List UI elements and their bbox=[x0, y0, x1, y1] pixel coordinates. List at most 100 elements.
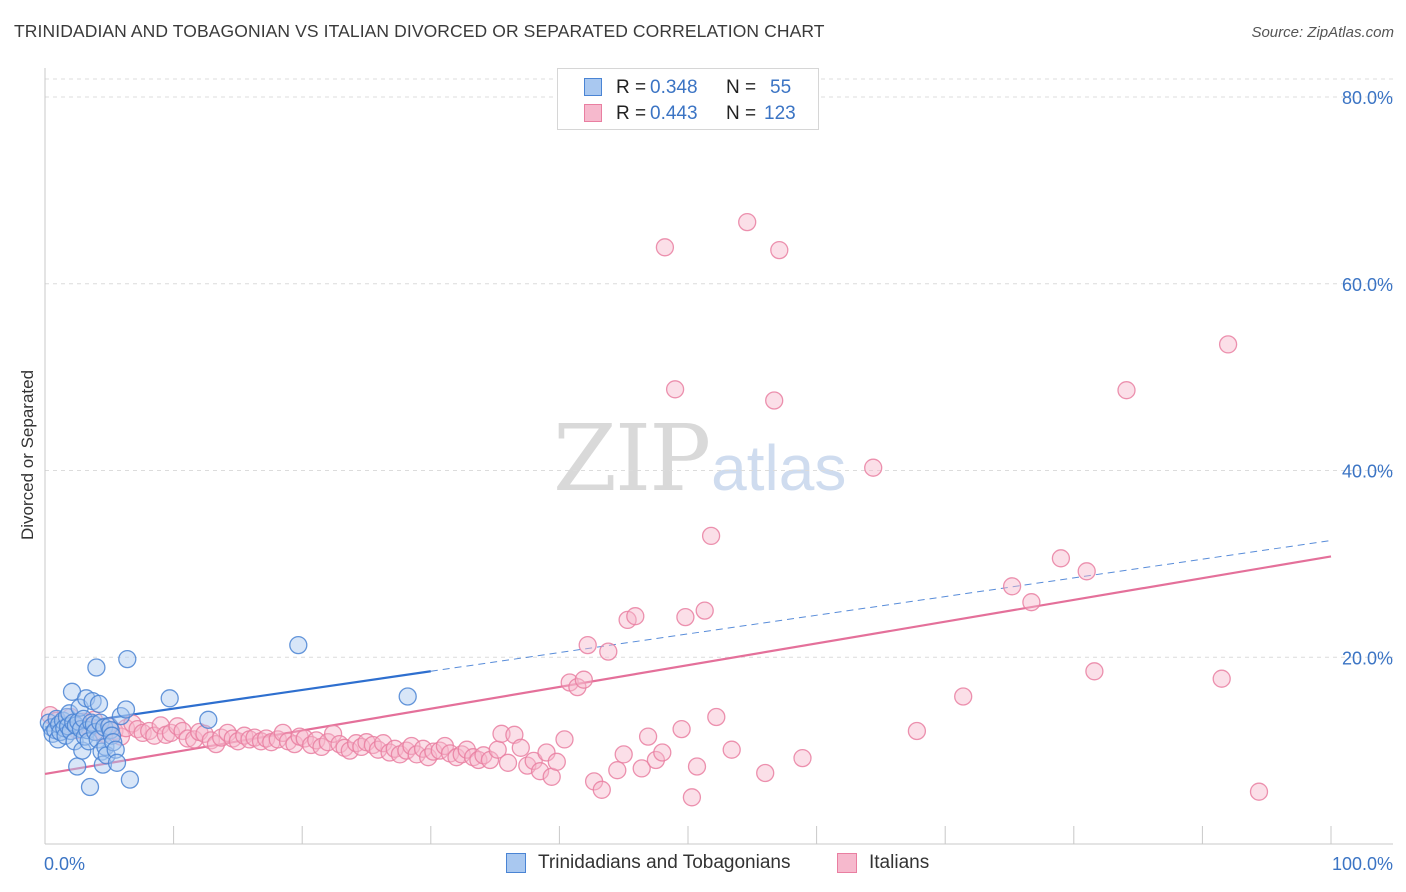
italian-point bbox=[1117, 381, 1136, 400]
italian-point bbox=[1022, 593, 1041, 612]
trinidadian-point bbox=[80, 777, 100, 797]
trinidadian-point bbox=[102, 726, 122, 745]
legend-r-label: R = bbox=[616, 77, 647, 98]
legend-n-value: 55 bbox=[770, 77, 792, 98]
trinidadian-point bbox=[79, 732, 98, 751]
chart-title: TRINIDADIAN AND TOBAGONIAN VS ITALIAN DI… bbox=[14, 21, 825, 41]
italian-point bbox=[638, 727, 658, 746]
italian-point bbox=[1212, 669, 1231, 688]
italian-trend-line bbox=[44, 555, 1332, 776]
italian-point bbox=[419, 748, 438, 767]
italian-point bbox=[1077, 562, 1096, 581]
italian-point bbox=[1249, 782, 1269, 801]
italian-point bbox=[133, 723, 152, 743]
italian-point bbox=[457, 740, 476, 759]
italian-point bbox=[323, 724, 343, 743]
italian-point bbox=[599, 642, 618, 661]
italian-point bbox=[672, 719, 691, 739]
trinidadian-point bbox=[289, 635, 308, 655]
bottom-legend-swatch-pink bbox=[837, 853, 857, 873]
bottom-legend-label: Trinidadians and Tobagonians bbox=[538, 852, 791, 873]
italian-point bbox=[161, 723, 181, 743]
trinidadian-trend-line-dashed bbox=[430, 540, 1332, 672]
legend-r-value: 0.348 bbox=[650, 77, 698, 98]
x-tick-label-min: 0.0% bbox=[44, 854, 85, 874]
y-tick-label: 40.0% bbox=[1342, 462, 1393, 482]
watermark-zip: ZIP bbox=[553, 405, 711, 512]
italian-point bbox=[340, 741, 359, 760]
italian-point bbox=[626, 607, 645, 626]
italian-point bbox=[687, 757, 707, 776]
legend-n-label: N = bbox=[726, 103, 757, 124]
italian-point bbox=[632, 759, 651, 778]
italian-point bbox=[1002, 577, 1022, 596]
italian-point bbox=[547, 752, 566, 771]
trinidadian-point bbox=[199, 710, 218, 729]
italian-point bbox=[954, 687, 973, 706]
italian-point bbox=[568, 677, 587, 697]
italian-point bbox=[592, 780, 611, 799]
italian-point bbox=[498, 753, 518, 772]
grid bbox=[45, 78, 1393, 658]
stats-legend: R = 0.348 N = 55 R = 0.443 N = 123 bbox=[557, 68, 819, 130]
legend-swatch-blue bbox=[584, 78, 602, 96]
italian-point bbox=[682, 788, 702, 807]
italian-point bbox=[695, 601, 714, 620]
watermark-atlas: atlas bbox=[711, 432, 847, 504]
trinidadian-point bbox=[398, 687, 417, 706]
legend-r-value: 0.443 bbox=[650, 103, 698, 124]
watermark: ZIPatlas bbox=[553, 405, 846, 512]
trinidadian-point bbox=[89, 694, 109, 714]
legend-n-label: N = bbox=[726, 77, 757, 98]
trinidadian-point bbox=[107, 753, 127, 772]
legend-swatch-pink bbox=[584, 104, 602, 122]
trinidadian-point bbox=[160, 689, 179, 708]
italian-point bbox=[646, 750, 666, 770]
italian-point bbox=[653, 743, 672, 762]
italian-point bbox=[530, 762, 550, 781]
italian-point bbox=[676, 607, 695, 627]
trinidadian-point bbox=[106, 740, 125, 759]
bottom-legend-label: Italians bbox=[869, 852, 930, 873]
italian-point bbox=[614, 745, 633, 764]
italian-point bbox=[1085, 662, 1104, 681]
italian-point bbox=[707, 707, 726, 727]
italian-point bbox=[1051, 549, 1071, 568]
italian-point bbox=[722, 740, 741, 759]
italian-point bbox=[793, 748, 812, 768]
trinidadian-point bbox=[68, 757, 87, 776]
legend-n-value: 123 bbox=[764, 103, 796, 124]
tick-labels: 20.0% 40.0% 60.0% 80.0% 0.0% 100.0% bbox=[44, 88, 1393, 874]
italian-point bbox=[492, 724, 511, 743]
italian-point bbox=[524, 751, 543, 771]
y-tick-label: 20.0% bbox=[1342, 648, 1393, 668]
chart-source: Source: ZipAtlas.com bbox=[1251, 24, 1394, 41]
trinidadian-point bbox=[116, 700, 136, 719]
italian-point bbox=[374, 734, 393, 753]
x-tick-label-max: 100.0% bbox=[1332, 854, 1393, 874]
italian-point bbox=[511, 738, 530, 757]
trinidadian-point bbox=[84, 715, 104, 734]
data-points bbox=[39, 212, 1269, 807]
italian-point bbox=[608, 761, 627, 780]
italian-point bbox=[578, 635, 597, 655]
trinidadian-point bbox=[73, 741, 92, 760]
trinidadian-point bbox=[93, 755, 113, 774]
italian-point bbox=[864, 458, 883, 477]
y-tick-label: 60.0% bbox=[1342, 275, 1393, 295]
trinidadian-point bbox=[120, 770, 140, 789]
legend-r-label: R = bbox=[616, 103, 647, 124]
trinidadian-point bbox=[118, 649, 137, 669]
y-tick-label: 80.0% bbox=[1342, 88, 1393, 108]
italian-point bbox=[665, 380, 685, 399]
italian-point bbox=[555, 730, 574, 749]
trinidadian-point bbox=[87, 658, 106, 677]
italian-point bbox=[770, 240, 789, 260]
bottom-legend-swatch-blue bbox=[506, 853, 526, 873]
italian-point bbox=[178, 729, 197, 748]
italian-point bbox=[756, 763, 775, 783]
italian-point bbox=[738, 212, 757, 232]
italian-point bbox=[574, 670, 593, 689]
y-axis-label: Divorced or Separated bbox=[18, 370, 37, 540]
